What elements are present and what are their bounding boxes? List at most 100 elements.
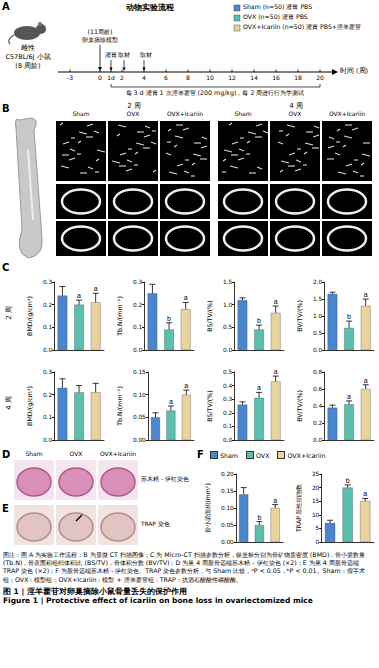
html-text:F: F [197,449,204,460]
svg-text:2.0: 2.0 [313,279,323,285]
svg-text:b: b [346,477,350,484]
svg-text:0.15: 0.15 [133,369,146,375]
svg-text:0.0: 0.0 [43,347,53,353]
html-text:动物实验流程: 动物实验流程 [126,3,174,12]
svg-text:0.5: 0.5 [313,330,323,336]
svg-text:BMD/(g/cm³): BMD/(g/cm³) [26,296,34,336]
svg-text:20: 20 [312,485,320,491]
svg-text:Tb.N/(mm⁻¹): Tb.N/(mm⁻¹) [116,296,123,337]
html-text:OVX: OVX [256,451,270,459]
svg-text:0.2: 0.2 [43,392,53,398]
html-text:OVX+Icariin (n=50) 灌胃 PBS+淫羊藿苷: OVX+Icariin (n=50) 灌胃 PBS+淫羊藿苷 [243,23,361,30]
svg-text:a: a [363,490,367,497]
svg-text:a: a [77,292,81,299]
svg-text:0.0: 0.0 [313,437,323,443]
svg-text:0.0: 0.0 [223,347,233,353]
svg-text:0.2: 0.2 [133,302,143,308]
svg-text:a: a [274,368,278,375]
html-text:D: D [2,449,11,460]
html-text:2 周: 2 周 [127,102,141,110]
html-text:图注：图 A 为实验工作流程；B 为显微 CT 扫描图像；C: 图注：图 A 为实验工作流程；B 为显微 CT 扫描图像；C 为 Micro-C… [3,551,366,583]
svg-text:0.2: 0.2 [313,420,323,426]
html-text:雌性: 雌性 [21,44,35,52]
svg-text:0.3: 0.3 [43,369,53,375]
svg-text:0.5: 0.5 [223,324,233,330]
svg-text:0.3: 0.3 [133,279,143,285]
svg-text:0.3: 0.3 [223,396,233,402]
html-text:时间 (周): 时间 (周) [340,67,369,75]
svg-text:0.05: 0.05 [221,522,234,528]
svg-text:a: a [169,398,173,405]
svg-text:a: a [184,294,188,301]
svg-text:a: a [364,377,368,384]
svg-text:BV/TV/(%): BV/TV/(%) [296,300,303,332]
html-text:Figure 1 | Protective effect o: Figure 1 | Protective effect of icariin … [3,596,313,606]
svg-text:0.4: 0.4 [313,403,323,409]
svg-text:0.2: 0.2 [223,410,233,416]
svg-text:BMD/(g/cm³): BMD/(g/cm³) [26,386,34,426]
svg-text:0.0: 0.0 [133,347,143,353]
html-text:A: A [2,1,10,12]
svg-text:a: a [184,382,188,389]
svg-text:1.0: 1.0 [313,313,323,319]
svg-text:1.5: 1.5 [223,279,233,285]
svg-text:1.5: 1.5 [313,296,323,302]
svg-text:0.0: 0.0 [223,437,233,443]
html-text:E: E [2,503,9,514]
svg-text:0.10: 0.10 [221,505,234,511]
html-text:4 周: 4 周 [5,396,13,410]
svg-text:0.6: 0.6 [313,386,323,392]
svg-text:0.1: 0.1 [223,423,233,429]
svg-text:b: b [347,313,351,320]
svg-text:b: b [167,315,171,322]
svg-text:a: a [347,393,351,400]
svg-text:a: a [94,285,98,292]
svg-text:0.15: 0.15 [221,488,234,494]
svg-text:0.10: 0.10 [133,392,146,398]
html-text:图 1 | 淫羊藿苷对卵巢摘除小鼠骨量丢失的保护作用: 图 1 | 淫羊藿苷对卵巢摘除小鼠骨量丢失的保护作用 [3,586,187,596]
svg-text:骨小梁面积(mm²): 骨小梁面积(mm²) [204,483,211,533]
svg-text:0.00: 0.00 [133,437,146,443]
svg-text:0.20: 0.20 [221,471,234,477]
svg-text:a: a [274,298,278,305]
svg-text:0.00: 0.00 [221,539,234,545]
svg-text:0.0: 0.0 [43,437,53,443]
html-text:B: B [2,103,10,114]
html-text:OVX (n=50) 灌胃 PBS: OVX (n=50) 灌胃 PBS [243,13,308,20]
svg-text:Tb.N/(mm⁻¹): Tb.N/(mm⁻¹) [116,386,123,427]
svg-text:0.3: 0.3 [43,279,53,285]
html-text:4 周: 4 周 [289,102,303,110]
html-text:Sham: Sham [220,451,238,459]
svg-text:TRAP 阳性细胞数: TRAP 阳性细胞数 [295,484,302,533]
svg-text:0.5: 0.5 [223,369,233,375]
svg-text:b: b [257,317,261,324]
html-text:C: C [2,262,10,273]
svg-text:a: a [273,497,277,504]
svg-text:0.8: 0.8 [313,369,323,375]
html-text:(8 周龄): (8 周龄) [15,62,41,70]
html-text:Sham (n=50) 灌胃 PBS: Sham (n=50) 灌胃 PBS [243,3,313,10]
svg-text:15: 15 [312,498,320,504]
html-text:1d: 1d [107,74,115,81]
svg-text:BS/TV/(%): BS/TV/(%) [206,390,213,422]
svg-text:b: b [257,514,261,521]
html-text:2 周: 2 周 [5,306,13,320]
svg-text:1.0: 1.0 [223,302,233,308]
svg-text:0.1: 0.1 [133,324,143,330]
svg-text:0.05: 0.05 [133,414,146,420]
svg-text:10: 10 [312,512,320,518]
svg-text:5: 5 [316,525,320,531]
svg-text:0.0: 0.0 [313,347,323,353]
svg-text:0.2: 0.2 [43,302,53,308]
svg-text:0.1: 0.1 [43,324,53,330]
svg-text:25: 25 [312,471,320,477]
svg-text:a: a [364,291,368,298]
svg-text:0.1: 0.1 [43,414,53,420]
svg-text:0: 0 [316,539,320,545]
html-text:C57BL/6J 小鼠: C57BL/6J 小鼠 [5,53,51,61]
svg-text:BS/TV/(%): BS/TV/(%) [206,300,213,332]
svg-text:a: a [257,384,261,391]
svg-text:BV/TV/(%): BV/TV/(%) [296,390,303,422]
svg-text:0.4: 0.4 [223,383,233,389]
html-text:OVX+Icariin: OVX+Icariin [287,451,326,459]
